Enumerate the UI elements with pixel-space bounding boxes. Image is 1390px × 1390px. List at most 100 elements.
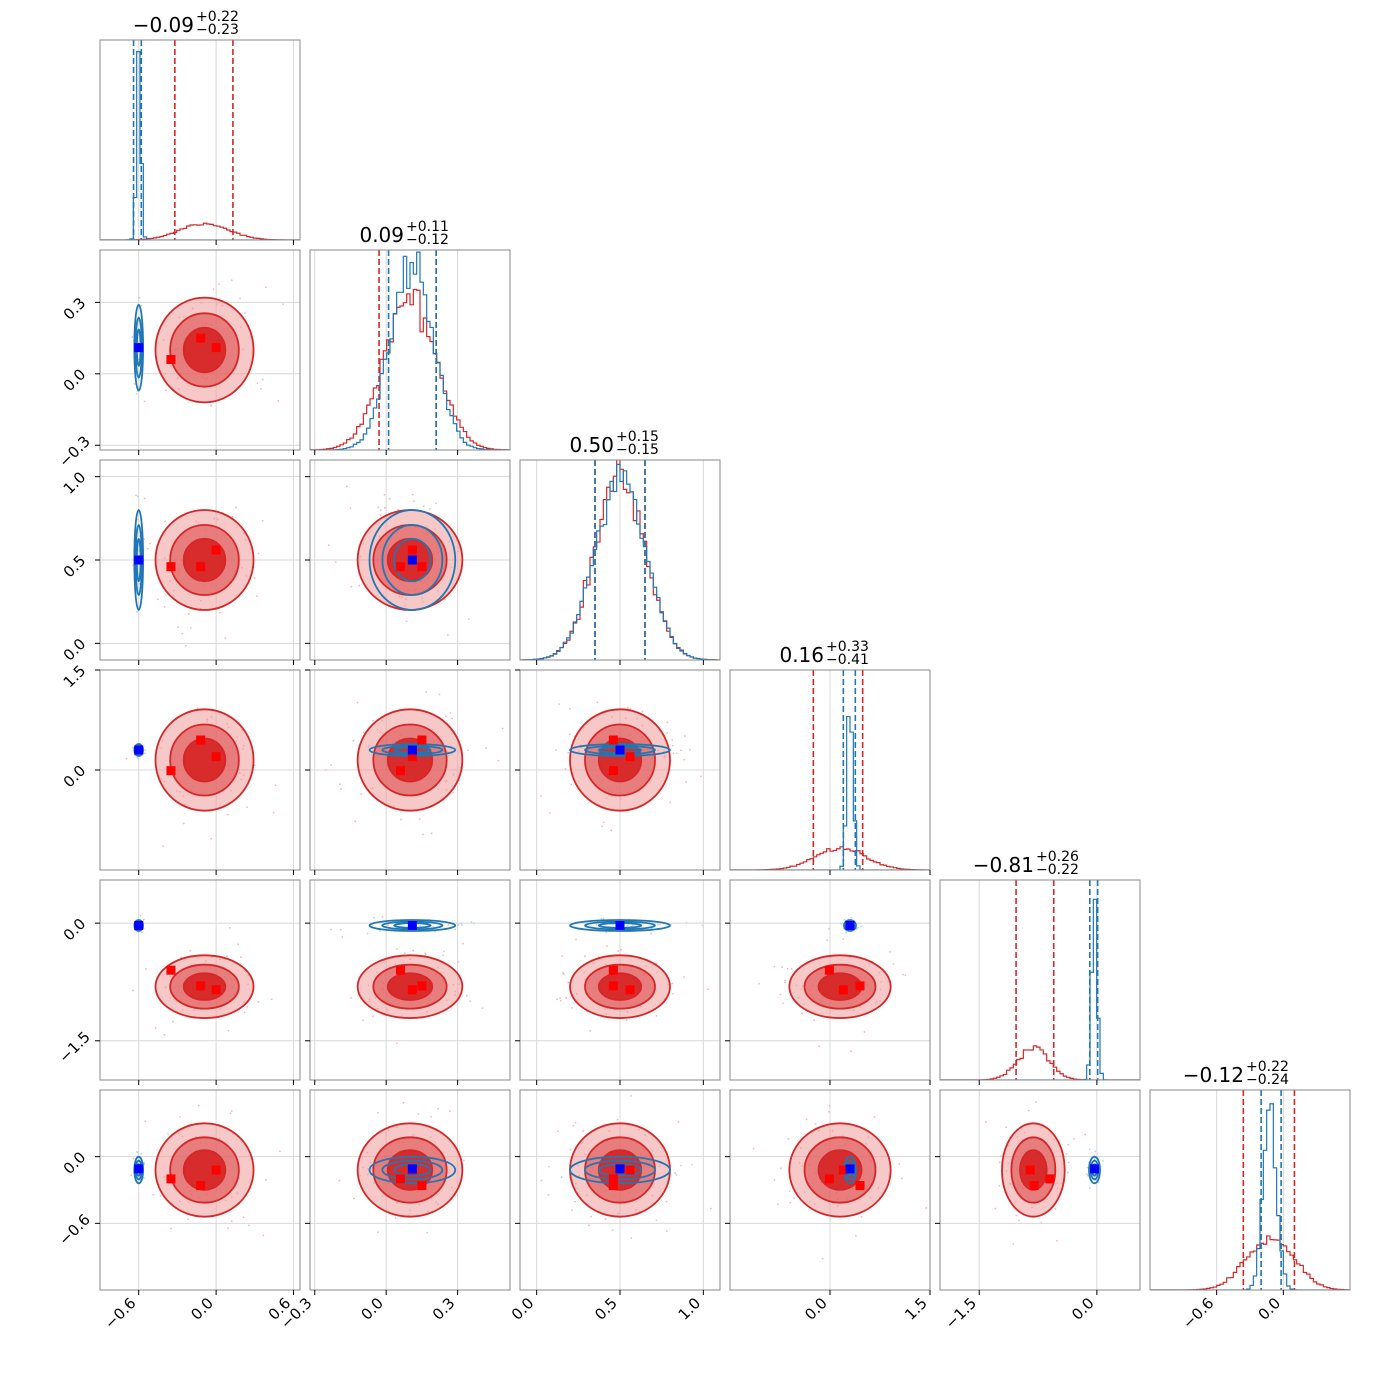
red-sample-point — [349, 507, 352, 510]
red-sample-point — [154, 1026, 157, 1029]
red-sample-point — [340, 788, 342, 790]
red-sample-point — [582, 1130, 585, 1132]
red-sample-point — [571, 1209, 573, 1212]
red-sample-point — [156, 598, 159, 601]
red-truth-marker — [196, 562, 206, 572]
panel-5-3: 0.0 1.5 — [725, 1089, 931, 1324]
blue-sample-point — [602, 917, 605, 920]
red-sample-point — [338, 1179, 341, 1182]
panel-frame — [309, 1089, 511, 1291]
red-contour — [182, 537, 227, 583]
blue-sample-point — [142, 918, 145, 921]
red-sample-point — [282, 303, 284, 306]
blue-sample-point — [143, 1161, 145, 1164]
red-sample-point — [426, 1231, 429, 1234]
red-sample-point — [163, 1033, 166, 1036]
red-sample-point — [152, 1193, 155, 1196]
red-sample-point — [666, 721, 669, 724]
red-sample-point — [556, 998, 558, 1001]
blue-sample-point — [142, 1176, 145, 1179]
panel-1-0: −0.3 0.0 0.3 — [55, 249, 301, 471]
blue-histogram — [100, 51, 300, 240]
red-sample-point — [184, 644, 187, 647]
blue-sample-point — [419, 924, 422, 927]
blue-truth-marker — [407, 1164, 417, 1174]
y-tick-label: −1.5 — [55, 1028, 93, 1066]
red-sample-point — [189, 626, 192, 629]
red-sample-point — [177, 626, 180, 628]
red-sample-point — [187, 1218, 190, 1221]
red-sample-point — [1027, 1109, 1030, 1112]
red-sample-point — [182, 822, 185, 825]
red-sample-point — [132, 989, 134, 992]
red-sample-point — [540, 795, 542, 797]
blue-sample-point — [659, 923, 661, 926]
panel-frame — [99, 39, 301, 241]
red-sample-point — [665, 1200, 668, 1203]
red-sample-point — [226, 955, 228, 958]
red-sample-point — [449, 712, 452, 714]
red-truth-marker — [407, 985, 417, 995]
red-sample-point — [707, 988, 710, 991]
panel-3-1 — [305, 666, 511, 875]
red-sample-point — [452, 791, 454, 794]
red-sample-point — [229, 1112, 232, 1115]
x-tick-label: 0.0 — [1068, 1294, 1098, 1324]
red-sample-point — [813, 1019, 815, 1022]
red-sample-point — [1067, 1171, 1069, 1174]
blue-sample-point — [136, 756, 139, 759]
red-sample-point — [210, 837, 213, 840]
red-truth-marker — [1029, 1181, 1039, 1191]
red-sample-point — [377, 1231, 379, 1234]
blue-contour — [368, 509, 457, 611]
blue-sample-point — [1101, 1160, 1104, 1162]
red-sample-point — [777, 1203, 779, 1206]
red-sample-point — [227, 1227, 229, 1230]
red-sample-point — [602, 821, 605, 824]
panel-plot-area — [310, 880, 510, 1080]
red-sample-point — [424, 952, 427, 955]
red-sample-point — [828, 1105, 831, 1107]
blue-sample-point — [434, 930, 436, 933]
blue-sample-point — [144, 748, 147, 751]
panel-plot-area — [520, 1090, 720, 1290]
panel-plot-area — [100, 250, 300, 450]
red-sample-point — [801, 1012, 803, 1015]
red-sample-point — [405, 620, 408, 623]
red-sample-point — [360, 793, 363, 796]
blue-sample-point — [685, 921, 688, 924]
red-truth-marker — [417, 981, 427, 991]
y-tick-label: 1.0 — [60, 468, 90, 498]
panel-title-2: 0.50 +0.15−0.15 — [569, 429, 658, 458]
red-sample-point — [257, 552, 260, 555]
blue-sample-point — [131, 336, 134, 338]
panel-frame — [99, 879, 301, 1081]
blue-sample-point — [136, 495, 139, 498]
red-sample-point — [773, 965, 776, 968]
x-tick-label: 0.0 — [187, 1294, 217, 1324]
title-value: −0.12 — [1183, 1063, 1244, 1087]
panel-plot-area — [310, 1090, 510, 1290]
blue-sample-point — [373, 916, 375, 919]
red-sample-point — [162, 845, 165, 848]
x-tick-label: −0.6 — [101, 1294, 139, 1332]
red-sample-point — [230, 279, 233, 282]
blue-sample-point — [130, 1174, 133, 1177]
blue-sample-point — [457, 923, 460, 926]
panel-plot-area — [310, 250, 510, 450]
red-sample-point — [430, 1115, 432, 1118]
x-tick-label: 0.0 — [508, 1294, 538, 1324]
red-sample-point — [379, 514, 382, 517]
red-sample-point — [444, 715, 447, 718]
red-sample-point — [377, 666, 379, 668]
red-sample-point — [589, 1030, 592, 1032]
red-sample-point — [784, 979, 786, 982]
blue-sample-point — [133, 382, 136, 385]
blue-contour — [393, 1163, 432, 1177]
red-sample-point — [596, 701, 599, 704]
red-truth-marker — [608, 981, 618, 991]
red-truth-marker — [395, 965, 405, 975]
x-tick-label: 0.5 — [591, 1294, 621, 1324]
red-sample-point — [218, 283, 221, 286]
title-value: 0.09 — [359, 223, 404, 247]
